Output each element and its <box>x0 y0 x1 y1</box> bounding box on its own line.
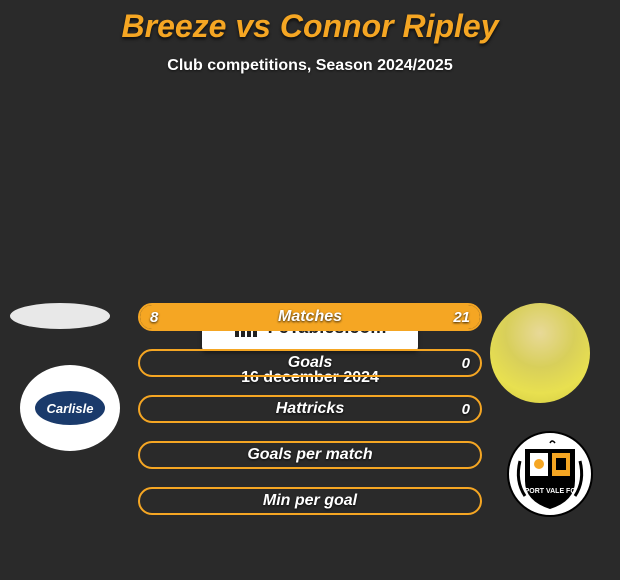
club-left-badge: Carlisle <box>20 365 120 451</box>
page-subtitle: Club competitions, Season 2024/2025 <box>0 57 620 75</box>
stat-bar-row: 0Hattricks <box>138 395 482 423</box>
club-left-label: Carlisle <box>35 391 105 425</box>
stat-bar-label: Matches <box>140 305 480 329</box>
club-right-crest-icon: PORT VALE FC <box>500 431 600 517</box>
stat-bar-label: Goals per match <box>140 443 480 467</box>
player-right-avatar <box>490 303 590 403</box>
stat-bar-row: Goals per match <box>138 441 482 469</box>
club-right-label: PORT VALE FC <box>525 488 576 495</box>
player-left-avatar <box>10 303 110 329</box>
comparison-panel: Carlisle PORT VALE FC 821Matches0Goals0H… <box>0 303 620 387</box>
stat-bar-row: 0Goals <box>138 349 482 377</box>
stat-bar-row: Min per goal <box>138 487 482 515</box>
stat-bar-label: Min per goal <box>140 489 480 513</box>
stat-bar-label: Goals <box>140 351 480 375</box>
stat-bar-label: Hattricks <box>140 397 480 421</box>
stat-bars: 821Matches 0Goals 0Hattricks Goals per matc… <box>138 303 482 533</box>
page-title: Breeze vs Connor Ripley <box>0 0 620 45</box>
stat-bar-row: 821Matches <box>138 303 482 331</box>
club-right-badge: PORT VALE FC <box>500 431 600 517</box>
